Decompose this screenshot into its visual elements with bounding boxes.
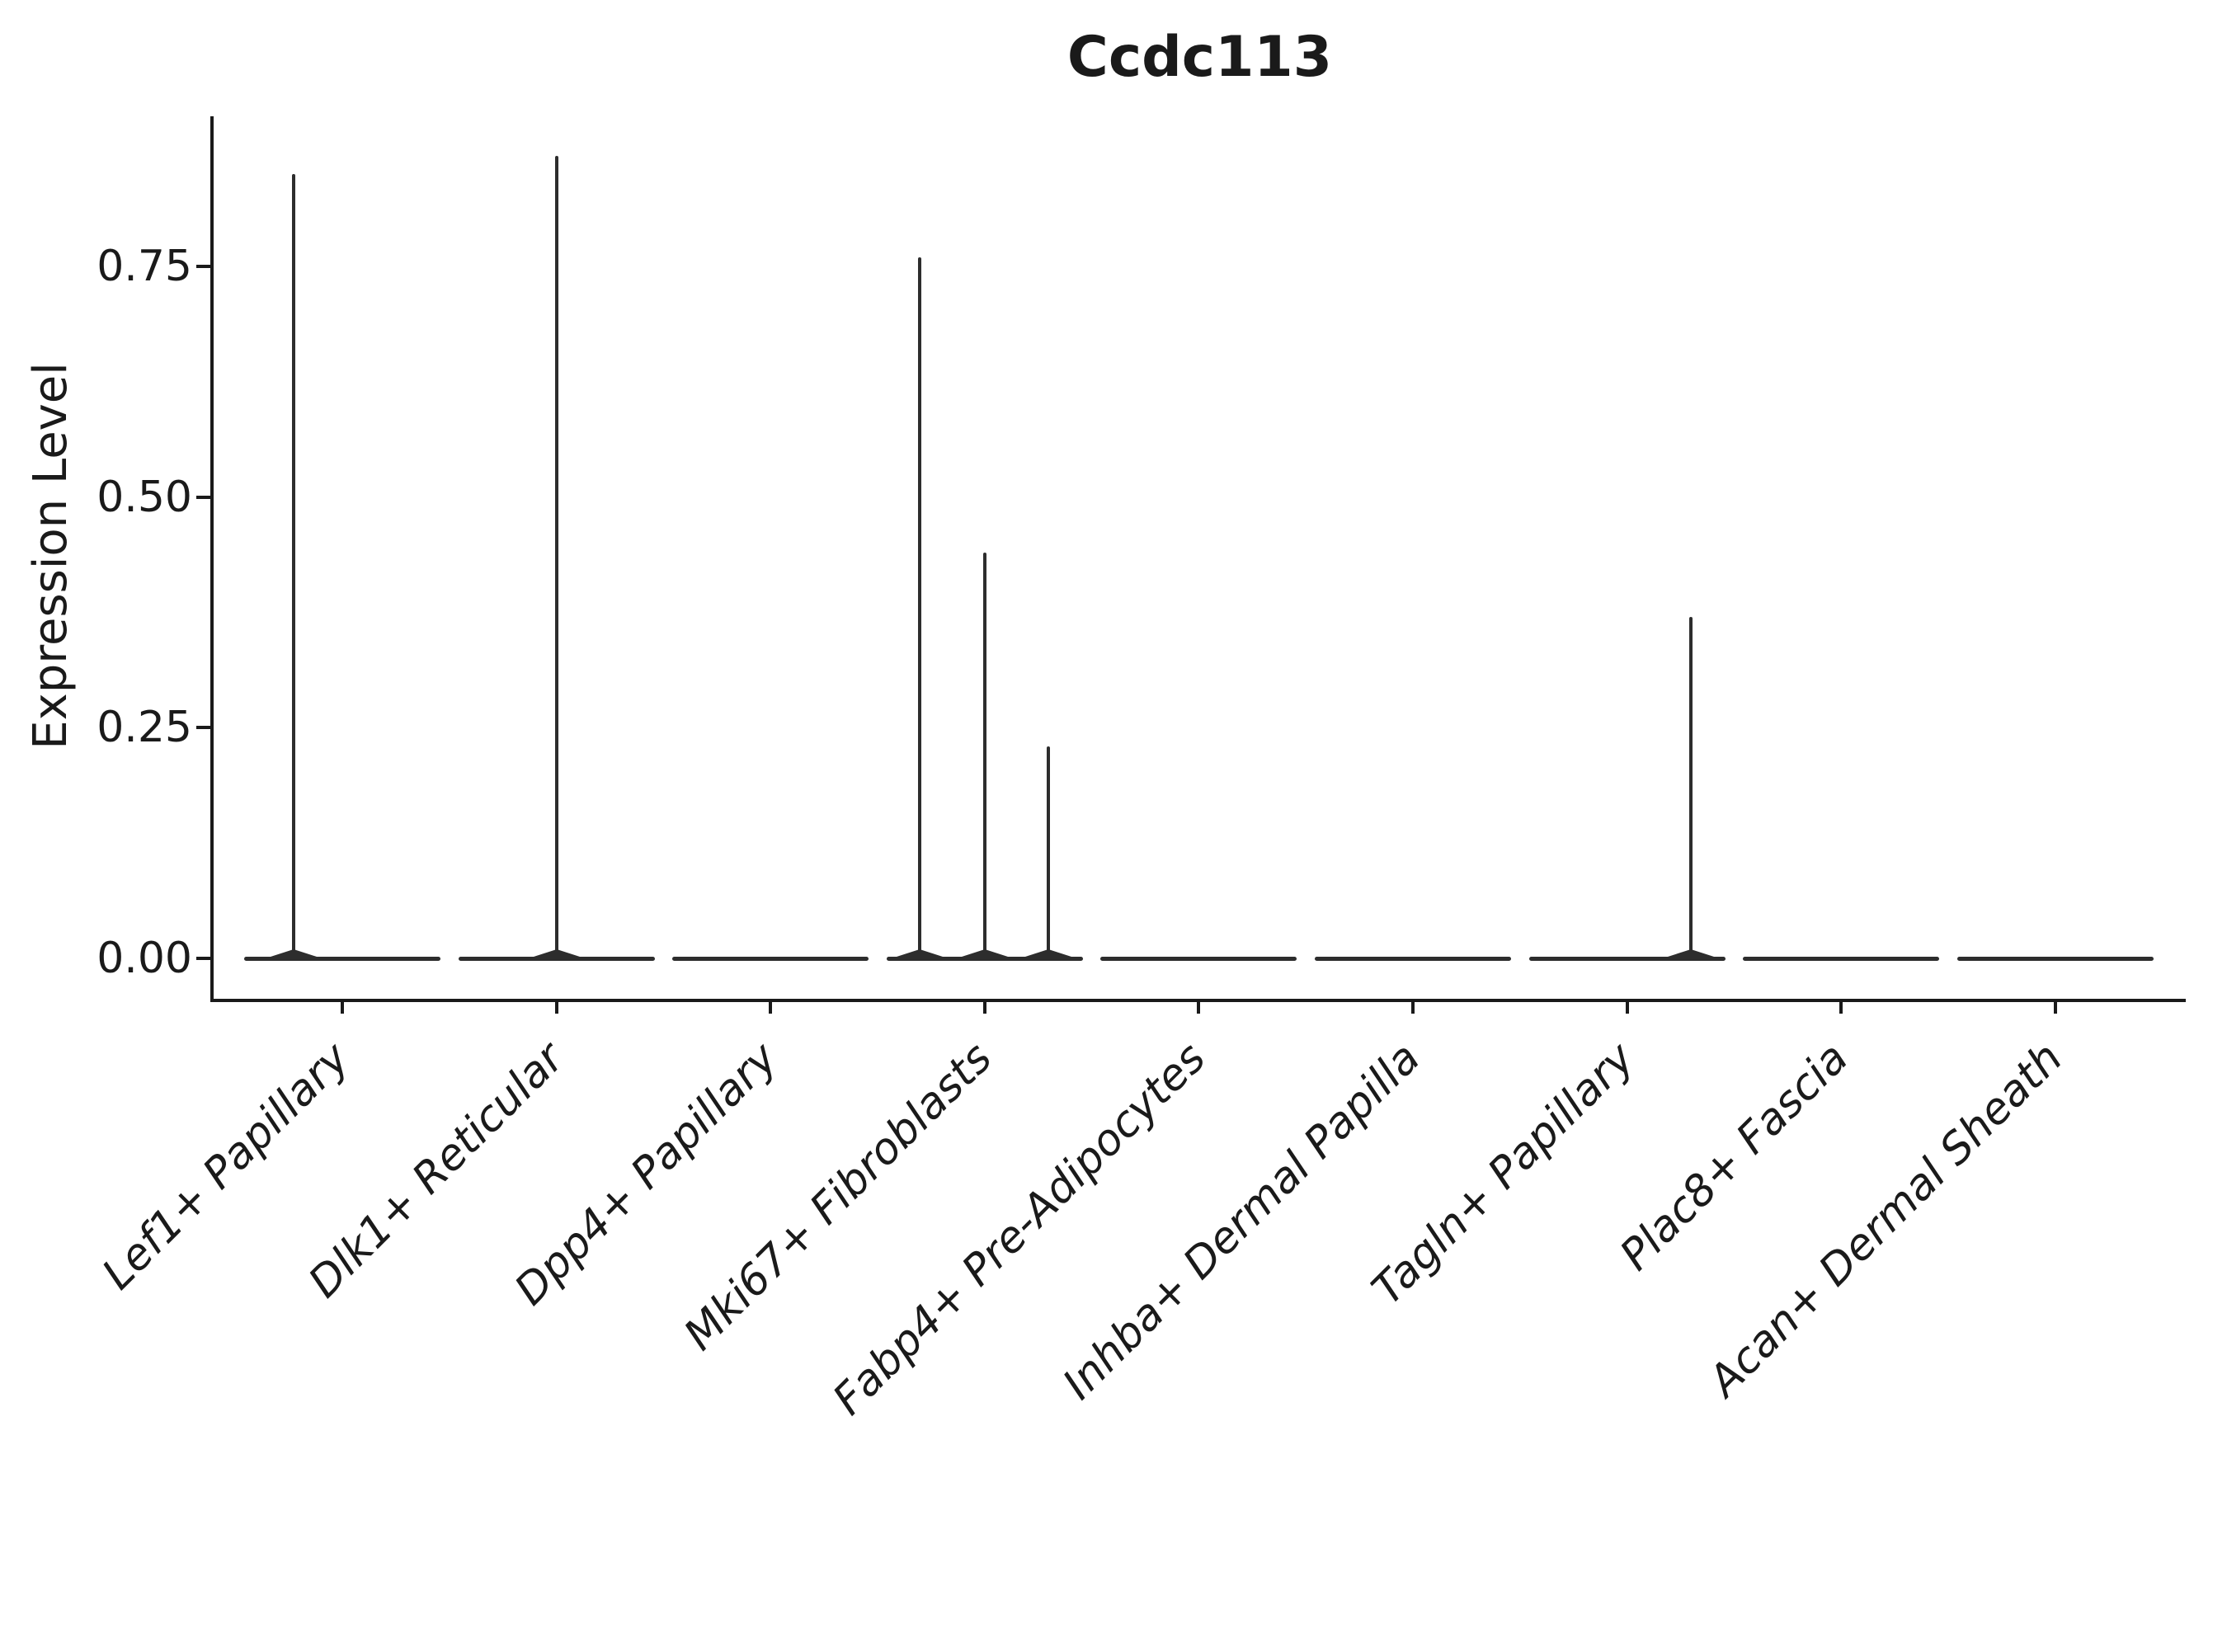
violin-spike	[1047, 746, 1051, 960]
x-tick	[1625, 1000, 1629, 1014]
violin-spike-base	[1025, 948, 1072, 957]
y-axis-label: Expression Level	[24, 362, 78, 750]
y-tick-label: 0.50	[97, 472, 192, 522]
y-tick	[196, 957, 210, 960]
x-tick	[554, 1000, 558, 1014]
y-tick	[196, 726, 210, 730]
y-tick	[196, 264, 210, 268]
y-tick-label: 0.25	[97, 703, 192, 753]
violin-baseline	[672, 956, 869, 961]
violin-spike	[1688, 617, 1693, 960]
violin-spike	[291, 174, 295, 960]
violin-spike	[554, 155, 558, 960]
x-tick	[769, 1000, 773, 1014]
x-tick	[1839, 1000, 1843, 1014]
violin-spike-base	[897, 948, 944, 957]
violin-baseline	[1743, 956, 1940, 961]
y-axis-spine	[210, 115, 214, 1000]
violin-baseline	[1315, 956, 1511, 961]
violin-baseline	[1956, 956, 2154, 961]
x-tick	[1197, 1000, 1201, 1014]
violin-spike-base	[270, 948, 317, 957]
violin-plot-figure: Ccdc113 Expression Level 0.00 0.25 0.50 0.7…	[24, 25, 2186, 1425]
x-tick	[2053, 1000, 2057, 1014]
violin-spike-base	[533, 948, 580, 957]
violin-spike	[918, 257, 922, 960]
violin-baseline	[1100, 956, 1297, 961]
y-tick-label: 0.75	[97, 241, 192, 291]
chart-title: Ccdc113	[1066, 25, 1333, 90]
violin-baseline	[244, 956, 440, 961]
violin-baseline	[1528, 956, 1726, 961]
violin-spike-base	[1667, 948, 1714, 957]
violin-spike-base	[961, 948, 1008, 957]
y-tick	[196, 495, 210, 499]
violin-spike	[982, 552, 986, 960]
x-tick	[982, 1000, 986, 1014]
x-tick	[1411, 1000, 1415, 1014]
y-tick-label: 0.00	[97, 934, 192, 983]
x-tick	[341, 1000, 344, 1014]
